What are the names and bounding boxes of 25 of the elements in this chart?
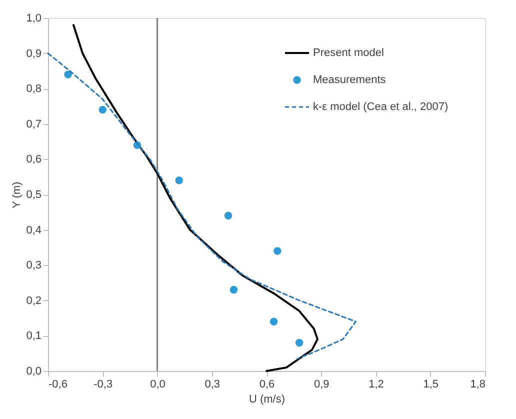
x-tick-label: 0,3	[204, 378, 220, 390]
x-tick-label: 0,6	[259, 378, 275, 390]
y-tick-label: 0,3	[26, 260, 42, 272]
legend-label: Measurements	[313, 74, 386, 86]
y-axis-title: Y (m)	[11, 182, 24, 208]
y-tick-label: 0,1	[26, 330, 42, 342]
x-tick-label: 1,8	[470, 378, 486, 390]
legend-label: k-ε model (Cea et al., 2007)	[313, 101, 448, 113]
y-tick-label: 0,6	[26, 154, 42, 166]
y-tick-label: 0,8	[26, 83, 42, 96]
x-tick-label: -0,3	[94, 378, 113, 390]
x-tick-label: -0,6	[48, 378, 68, 390]
y-tick-label: 0,9	[26, 48, 42, 60]
y-tick-label: 0,2	[26, 294, 42, 307]
y-tick-label: 1,0	[26, 12, 42, 24]
x-tick-label: 1,2	[368, 378, 384, 390]
x-tick-label: 0,0	[150, 378, 166, 390]
y-tick-label: 0,0	[26, 366, 42, 378]
y-tick-label: 0,7	[26, 118, 42, 130]
x-axis-title: U (m/s)	[248, 394, 286, 406]
legend-label: Present model	[313, 47, 384, 59]
y-tick-label: 0,5	[26, 189, 42, 201]
y-tick-label: 0,4	[26, 224, 42, 236]
x-tick-label: 1,5	[423, 378, 439, 390]
x-tick-label: 0,9	[314, 378, 330, 390]
